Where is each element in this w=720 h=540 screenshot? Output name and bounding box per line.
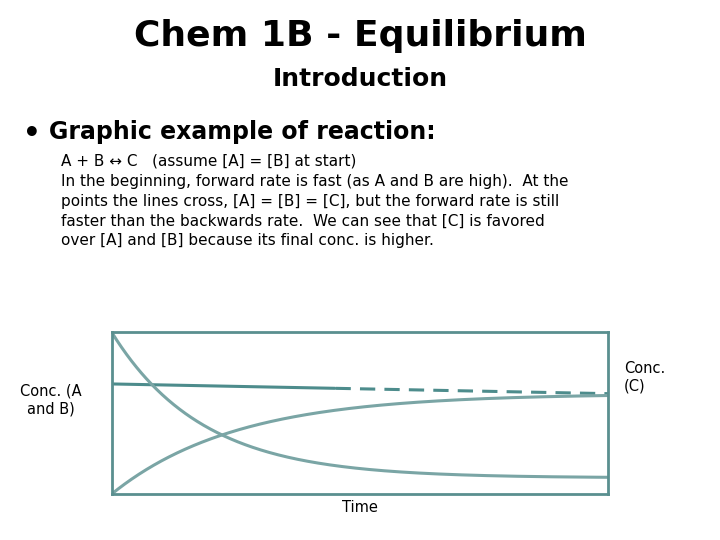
Text: Chem 1B - Equilibrium: Chem 1B - Equilibrium [134, 19, 586, 53]
Text: •: • [23, 120, 41, 148]
Text: Graphic example of reaction:: Graphic example of reaction: [49, 120, 436, 144]
X-axis label: Time: Time [342, 500, 378, 515]
Text: A + B ↔ C   (assume [A] = [B] at start): A + B ↔ C (assume [A] = [B] at start) [61, 154, 356, 169]
Text: Conc.
(C): Conc. (C) [624, 361, 665, 394]
Text: Introduction: Introduction [272, 68, 448, 91]
Text: In the beginning, forward rate is fast (as A and B are high).  At the
points the: In the beginning, forward rate is fast (… [61, 174, 569, 248]
Text: Conc. (A
and B): Conc. (A and B) [19, 384, 81, 416]
